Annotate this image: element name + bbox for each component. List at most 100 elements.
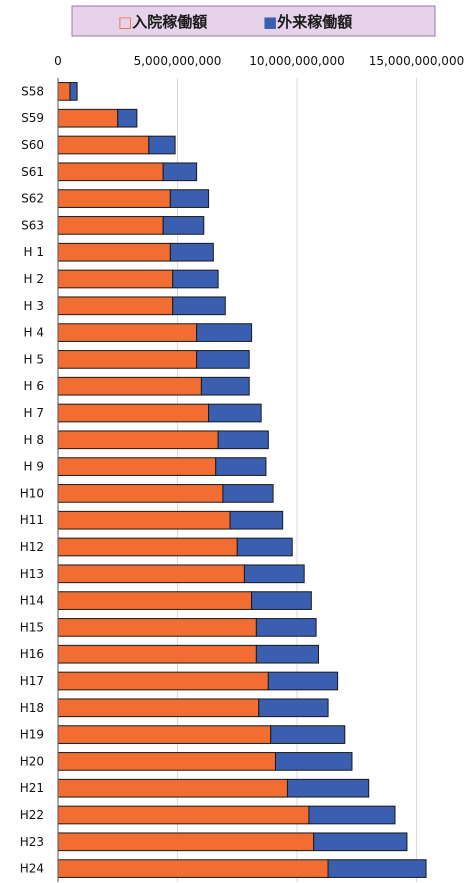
x-tick-label: 0 [54,54,62,68]
x-tick-label: 10,000,000,000 [249,54,344,68]
bar-segment-inpatient [57,269,174,289]
bar-segment-inpatient [57,805,310,825]
bar-segment-inpatient [57,778,288,798]
bar-segment-inpatient [57,403,210,423]
bar-segment-inpatient [57,832,315,852]
bar-segment-outpatient [169,242,214,262]
bar-segment-outpatient [270,725,346,744]
legend: □入院稼働額 ■外来稼働額 [71,5,436,37]
category-label: S61 [21,165,44,179]
bar-segment-inpatient [57,644,257,664]
category-label: H 9 [24,460,44,474]
legend-marker-inpatient: □ [118,13,132,31]
legend-box [71,5,436,37]
bar-segment-outpatient [229,510,284,530]
bar-segment-inpatient [57,564,245,584]
bar-segment-outpatient [148,135,176,155]
bar-segment-inpatient [57,242,171,262]
bar-segment-inpatient [57,698,260,718]
category-label: H24 [20,862,44,876]
bar-segment-outpatient [251,591,312,610]
category-label: H13 [20,567,44,581]
category-label: H10 [20,486,44,500]
bar-segment-outpatient [308,805,396,825]
category-label: S58 [21,84,44,98]
x-axis-tick-labels: 0 5,000,000,000 10,000,000,000 15,000,000,0… [54,54,464,68]
bar-segment-outpatient [196,350,250,369]
legend-entry-outpatient: ■外来稼働額 [263,13,352,31]
bar-segment-outpatient [69,82,78,101]
category-label: H14 [20,594,44,608]
bar-segment-outpatient [255,644,320,664]
bar-segment-outpatient [267,671,339,691]
x-tick-label: 15,000,000,000 [369,54,464,68]
bar-segment-inpatient [57,189,171,208]
bar-segment-inpatient [57,135,150,155]
category-label: H19 [20,728,44,742]
bar-segment-inpatient [57,216,164,235]
bar-segment-outpatient [196,323,253,342]
gridlines [177,78,417,882]
category-label: H11 [20,513,44,527]
bar-segment-outpatient [200,376,250,396]
bar-segment-inpatient [57,350,198,369]
bar-segment-outpatient [172,269,219,289]
bar-segment-outpatient [215,457,267,476]
bar-segment-outpatient [255,618,317,637]
category-label: H21 [20,781,44,795]
category-label: H16 [20,647,44,661]
bar-segment-outpatient [217,430,269,450]
category-label: H 6 [24,379,44,393]
bar-segment-outpatient [243,564,305,584]
bar-segment-outpatient [172,296,226,316]
category-label: H22 [20,808,44,822]
bar-segment-outpatient [117,108,138,128]
category-label: H 8 [24,433,44,447]
bar-segment-inpatient [57,725,272,744]
legend-label-inpatient: 入院稼働額 [132,13,207,31]
category-label: H17 [20,674,44,688]
bar-segment-inpatient [57,457,217,476]
bar-segment-inpatient [57,376,202,396]
bar-segment-inpatient [57,82,71,101]
bar-segment-outpatient [274,752,353,771]
legend-label-outpatient: 外来稼働額 [276,13,352,31]
bar-segment-inpatient [57,671,269,691]
category-label: H 7 [24,406,44,420]
bar-segment-inpatient [57,591,253,610]
bar-segment-inpatient [57,537,238,557]
bar-segment-outpatient [169,189,210,208]
category-label: S60 [21,138,44,152]
bars [57,82,427,878]
bar-segment-inpatient [57,108,119,128]
category-label: S62 [21,192,44,206]
category-label: S63 [21,218,44,232]
bar-segment-inpatient [57,323,198,342]
bar-segment-outpatient [286,778,370,798]
bar-segment-inpatient [57,752,276,771]
bar-segment-inpatient [57,296,174,316]
bar-segment-outpatient [327,859,427,878]
legend-marker-outpatient: ■ [263,13,277,31]
category-label: H23 [20,835,44,849]
category-label: H15 [20,620,44,634]
bar-segment-inpatient [57,510,231,530]
bar-segment-inpatient [57,162,164,182]
legend-entry-inpatient: □入院稼働額 [118,13,207,31]
bar-segment-inpatient [57,618,257,637]
category-label: H 5 [24,352,44,366]
category-label: H20 [20,754,44,768]
bar-segment-outpatient [162,216,205,235]
bar-segment-outpatient [236,537,293,557]
bar-segment-outpatient [313,832,408,852]
x-tick-label: 5,000,000,000 [134,54,222,68]
category-label: H 3 [24,299,44,313]
bar-segment-outpatient [208,403,262,423]
category-label: H 1 [24,245,44,259]
category-label: H 2 [24,272,44,286]
bar-segment-outpatient [258,698,329,718]
bar-segment-inpatient [57,859,329,878]
category-label: H12 [20,540,44,554]
bar-segment-inpatient [57,484,224,503]
